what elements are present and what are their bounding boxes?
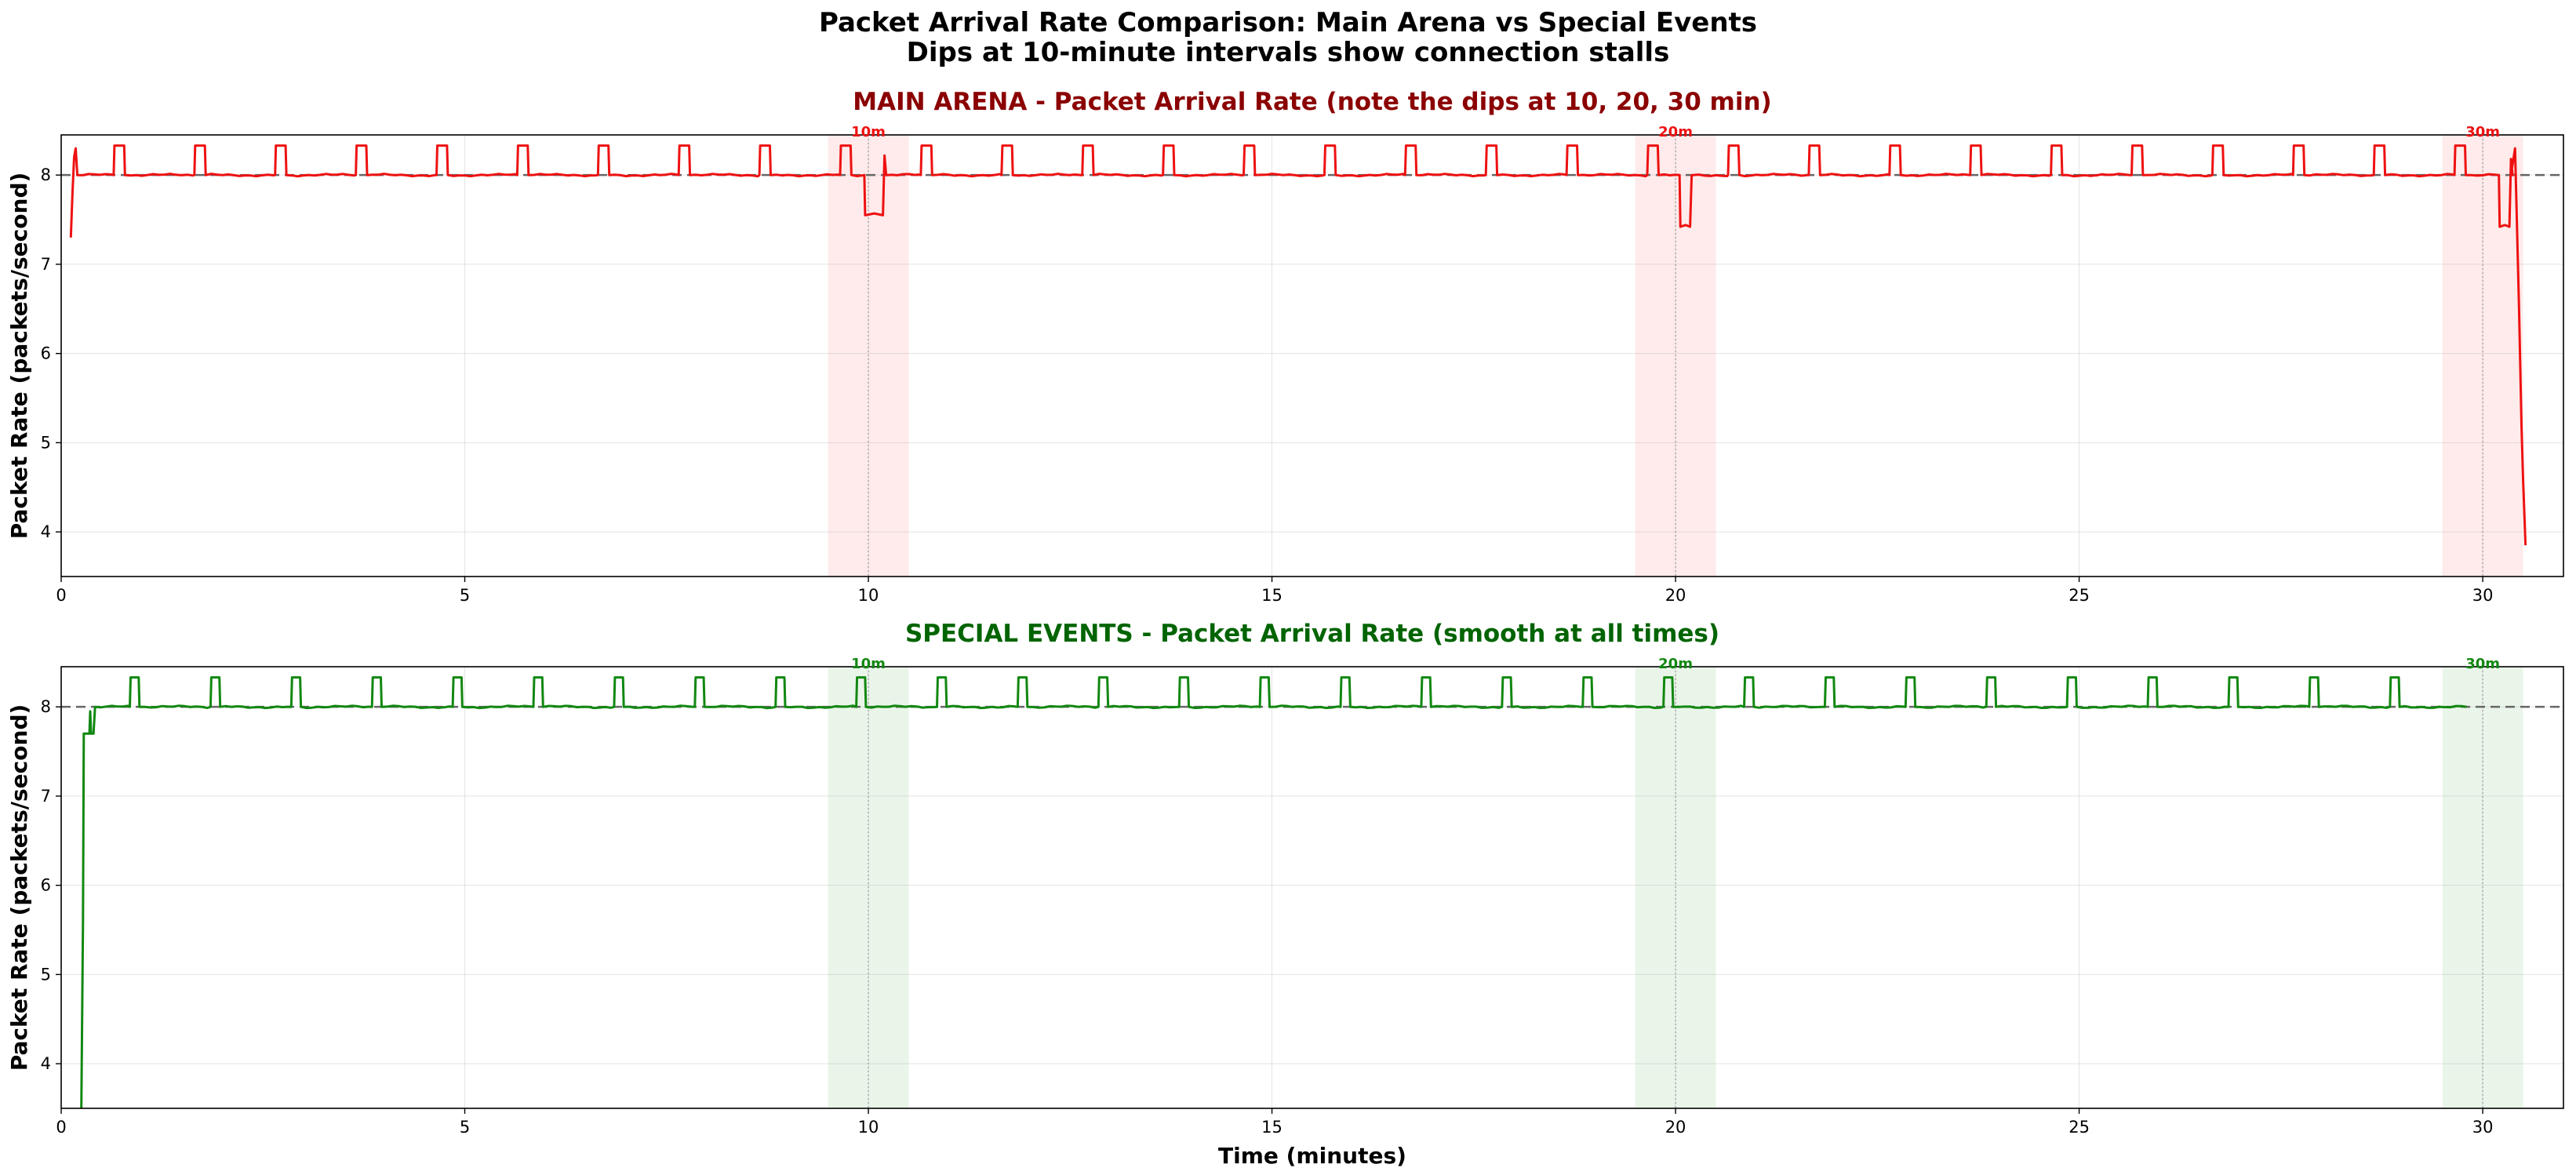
x-tick-label: 5	[460, 1118, 470, 1137]
y-tick-label: 4	[41, 522, 51, 541]
y-tick-label: 5	[41, 965, 51, 984]
y-tick-label: 4	[41, 1054, 51, 1073]
main-arena-panel: 0 5 10 15 20 25 30 4 5 6 7 8 10m 20m 30m MAIN ARENA - P…	[6, 88, 2564, 605]
interval-marker-label: 20m	[1658, 656, 1693, 672]
x-tick-label: 10	[858, 586, 879, 605]
figure-title-line-1: Packet Arrival Rate Comparison: Main Are…	[819, 7, 1757, 38]
x-tick-label: 20	[1665, 586, 1686, 605]
plot-frame	[60, 134, 2564, 577]
y-tick-label: 5	[41, 433, 51, 452]
y-tick-label: 7	[41, 787, 51, 806]
panel-title: MAIN ARENA - Packet Arrival Rate (note t…	[853, 88, 1771, 116]
plot-frame	[60, 666, 2564, 1109]
y-tick-label: 8	[41, 697, 51, 716]
x-tick-label: 20	[1665, 1118, 1686, 1137]
x-tick-label: 25	[2068, 1118, 2090, 1137]
y-tick-label: 8	[41, 166, 51, 184]
x-axis-label: Time (minutes)	[1218, 1143, 1406, 1169]
interval-marker-label: 30m	[2465, 656, 2500, 672]
special-events-panel: 0 5 10 15 20 25 30 4 5 6 7 8 10m 20m 30m SPECIAL EVENTS…	[6, 620, 2564, 1169]
panel-title: SPECIAL EVENTS - Packet Arrival Rate (sm…	[905, 620, 1719, 648]
x-tick-label: 30	[2472, 1118, 2494, 1137]
y-tick-label: 6	[41, 344, 51, 363]
x-tick-label: 0	[56, 586, 66, 605]
y-axis-label: Packet Rate (packets/second)	[6, 704, 32, 1071]
figure-title-line-2: Dips at 10-minute intervals show connect…	[907, 37, 1670, 68]
interval-marker-label: 30m	[2465, 124, 2500, 140]
interval-marker-label: 20m	[1658, 124, 1693, 140]
x-tick-label: 25	[2068, 586, 2090, 605]
x-tick-label: 10	[858, 1118, 879, 1137]
x-tick-label: 5	[460, 586, 470, 605]
x-tick-label: 0	[56, 1118, 66, 1137]
series-line	[80, 676, 2467, 1108]
series-line	[69, 144, 2527, 546]
interval-marker-label: 10m	[851, 124, 886, 140]
x-tick-label: 30	[2472, 586, 2494, 605]
x-tick-label: 15	[1261, 1118, 1283, 1137]
interval-marker-label: 10m	[851, 656, 886, 672]
y-axis-label: Packet Rate (packets/second)	[6, 173, 32, 540]
y-tick-label: 6	[41, 876, 51, 895]
y-tick-label: 7	[41, 255, 51, 274]
x-tick-label: 15	[1261, 586, 1283, 605]
